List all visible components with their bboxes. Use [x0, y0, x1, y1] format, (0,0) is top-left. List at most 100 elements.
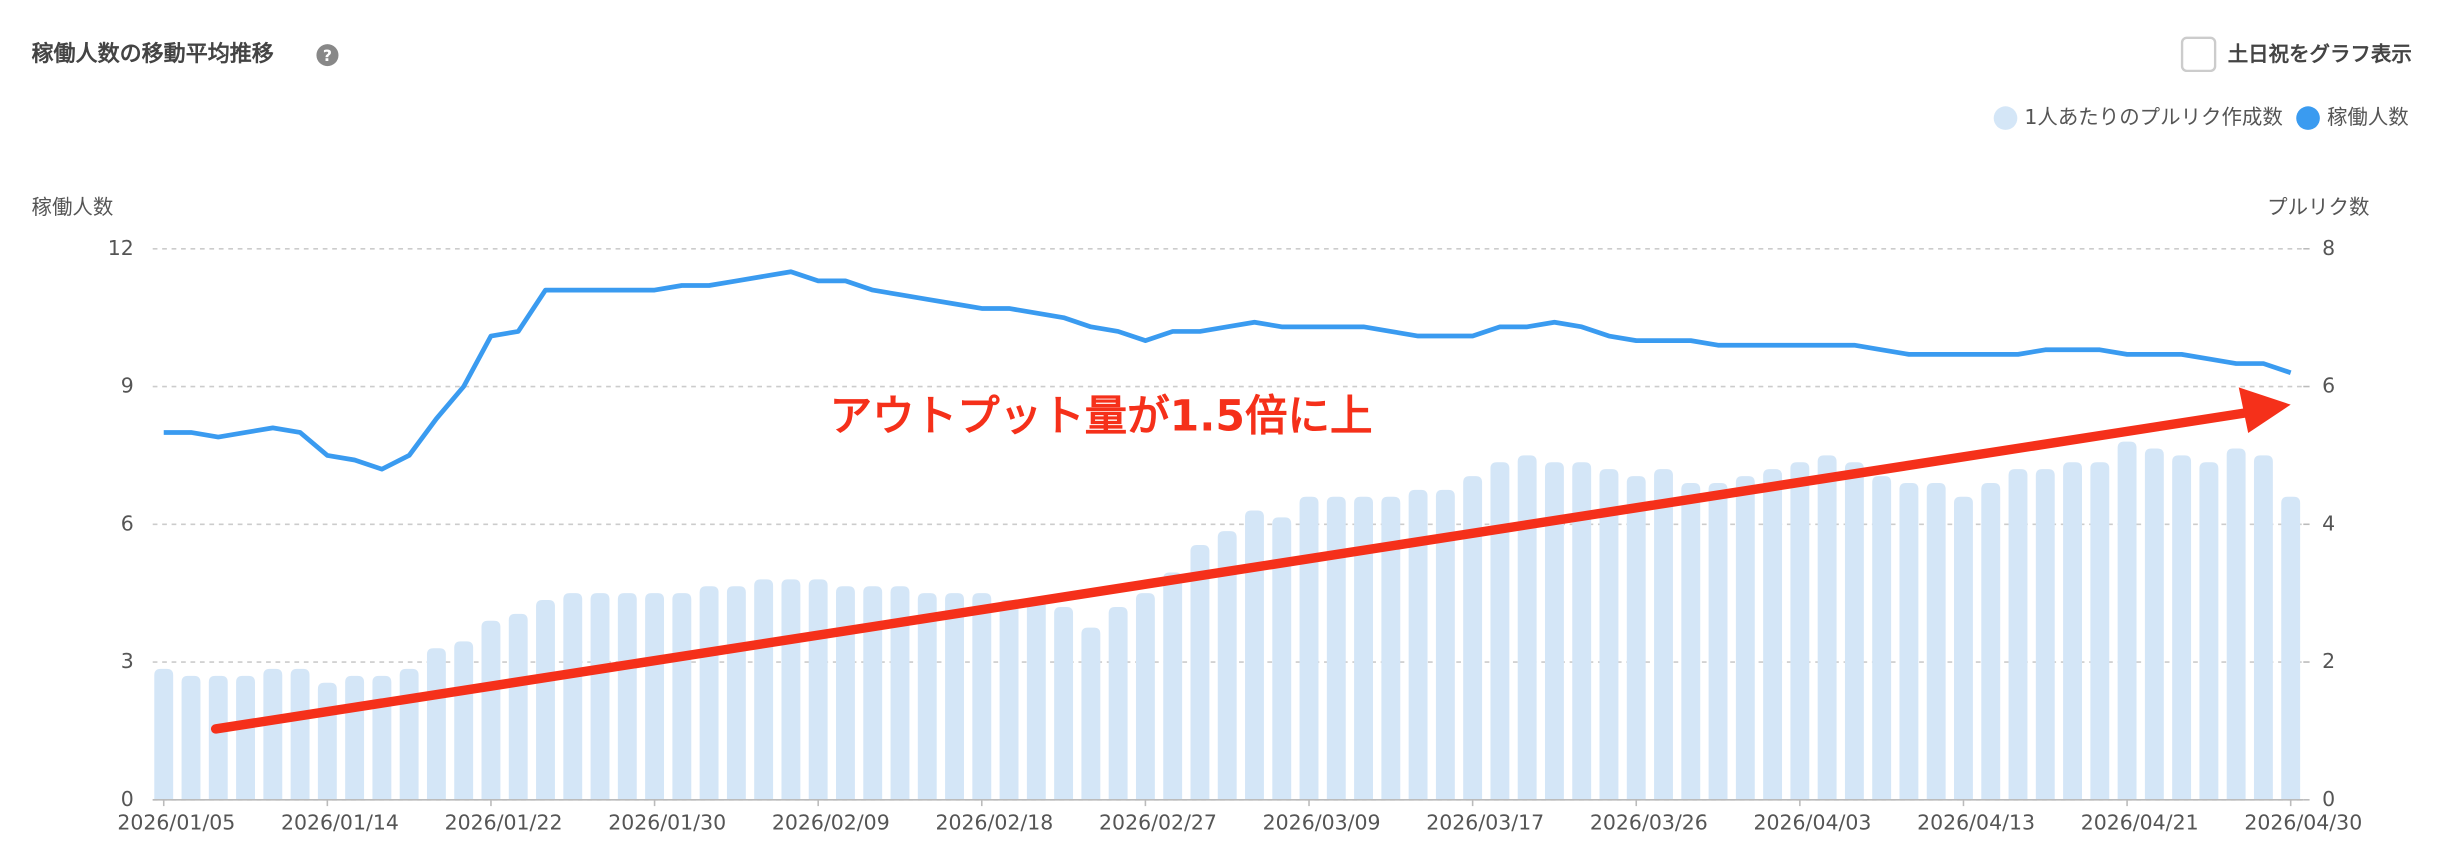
bar [1435, 489, 1455, 800]
x-tick-label: 2026/01/14 [281, 810, 399, 834]
line [163, 269, 2292, 472]
bar [481, 620, 501, 800]
bar [2008, 469, 2028, 800]
y2-tick-label: 0 [2322, 787, 2335, 811]
y2-axis-title: プルリク数 [2267, 195, 2369, 219]
legend-swatch[interactable] [1993, 106, 2018, 130]
bar [617, 593, 637, 800]
bar [1299, 496, 1319, 800]
bar [426, 648, 446, 800]
bar [1245, 510, 1264, 800]
bar [236, 675, 255, 800]
help-icon[interactable]: ? [323, 46, 332, 65]
checkbox[interactable] [2180, 36, 2217, 73]
bar [917, 593, 937, 800]
bar [1054, 606, 1074, 800]
bar [1381, 496, 1401, 800]
bar [1572, 462, 1592, 800]
x-tick-label: 2026/01/05 [117, 810, 235, 834]
bar [672, 593, 692, 800]
bar [1490, 462, 1510, 800]
bar [1544, 462, 1564, 800]
bar [263, 668, 283, 800]
bar [508, 613, 528, 800]
plot [152, 247, 2304, 801]
bar [2281, 496, 2301, 800]
bar [808, 579, 828, 800]
x-tick-label: 2026/03/26 [1590, 810, 1708, 834]
x-tick-label: 2026/02/18 [935, 810, 1053, 834]
bar [2063, 462, 2082, 800]
legend-swatch[interactable] [2296, 106, 2320, 130]
bar [1135, 593, 1155, 800]
bar [1844, 462, 1864, 800]
bar [726, 586, 746, 800]
bar [2199, 462, 2219, 800]
checkbox-label[interactable]: 土日祝をグラフ表示 [2228, 42, 2412, 66]
x-tick-label: 2026/03/17 [1426, 810, 1544, 834]
bar [1108, 606, 1128, 800]
bar [1954, 496, 1973, 800]
bar [1763, 469, 1783, 800]
bar [2090, 462, 2110, 800]
y2-tick-label: 2 [2322, 649, 2335, 673]
bar [2035, 469, 2055, 800]
bar [1872, 476, 1892, 800]
bar [181, 675, 201, 800]
bar [2226, 448, 2246, 800]
bar [945, 593, 964, 800]
bar [590, 593, 610, 800]
bar [1326, 496, 1346, 800]
annotation-arrow [210, 387, 2291, 734]
y-tick-label: 6 [121, 511, 134, 535]
bar [1981, 482, 2001, 800]
bar [754, 579, 774, 800]
bar [1190, 544, 1210, 800]
bar [1354, 496, 1374, 800]
y2-tick-label: 6 [2322, 374, 2335, 398]
bar [699, 586, 719, 800]
bar [1626, 476, 1646, 800]
x-tick-label: 2026/04/30 [2244, 810, 2362, 834]
x-tick-label: 2026/02/09 [772, 810, 890, 834]
bar [1899, 482, 1919, 800]
x-tick-label: 2026/03/09 [1263, 810, 1381, 834]
bar [836, 586, 855, 800]
bar [345, 675, 365, 800]
chart-title: 稼働人数の移動平均推移 [31, 41, 273, 67]
bar [1163, 572, 1183, 800]
bar [536, 600, 555, 800]
y-tick-label: 9 [121, 374, 134, 398]
bar [2117, 441, 2137, 800]
bar [1817, 455, 1837, 800]
bar [208, 675, 228, 800]
bar [317, 682, 337, 800]
legend-label[interactable]: 稼働人数 [2327, 105, 2409, 129]
bar [2172, 455, 2192, 800]
bar [1790, 462, 1810, 800]
bar [645, 593, 665, 800]
y-tick-label: 0 [121, 787, 134, 811]
bar [154, 668, 174, 800]
bar [1272, 517, 1292, 800]
bar [2144, 448, 2164, 800]
bar [1517, 455, 1537, 800]
help-icon-bg[interactable] [316, 44, 339, 67]
bar [999, 600, 1019, 800]
bar [863, 586, 883, 800]
bar [1926, 482, 1946, 800]
legend-label[interactable]: 1人あたりのプルリク作成数 [2024, 105, 2282, 129]
x-tick-label: 2026/04/03 [1754, 810, 1872, 834]
y-tick-label: 12 [108, 236, 134, 260]
bar [781, 579, 801, 800]
bar [1463, 476, 1483, 800]
bar [372, 675, 392, 800]
bar [1735, 476, 1755, 800]
bar [1708, 482, 1728, 800]
bar [1599, 469, 1619, 800]
bar [454, 641, 474, 800]
bar [890, 586, 910, 800]
y2-tick-label: 4 [2322, 511, 2335, 535]
x-tick-label: 2026/01/22 [445, 810, 563, 834]
